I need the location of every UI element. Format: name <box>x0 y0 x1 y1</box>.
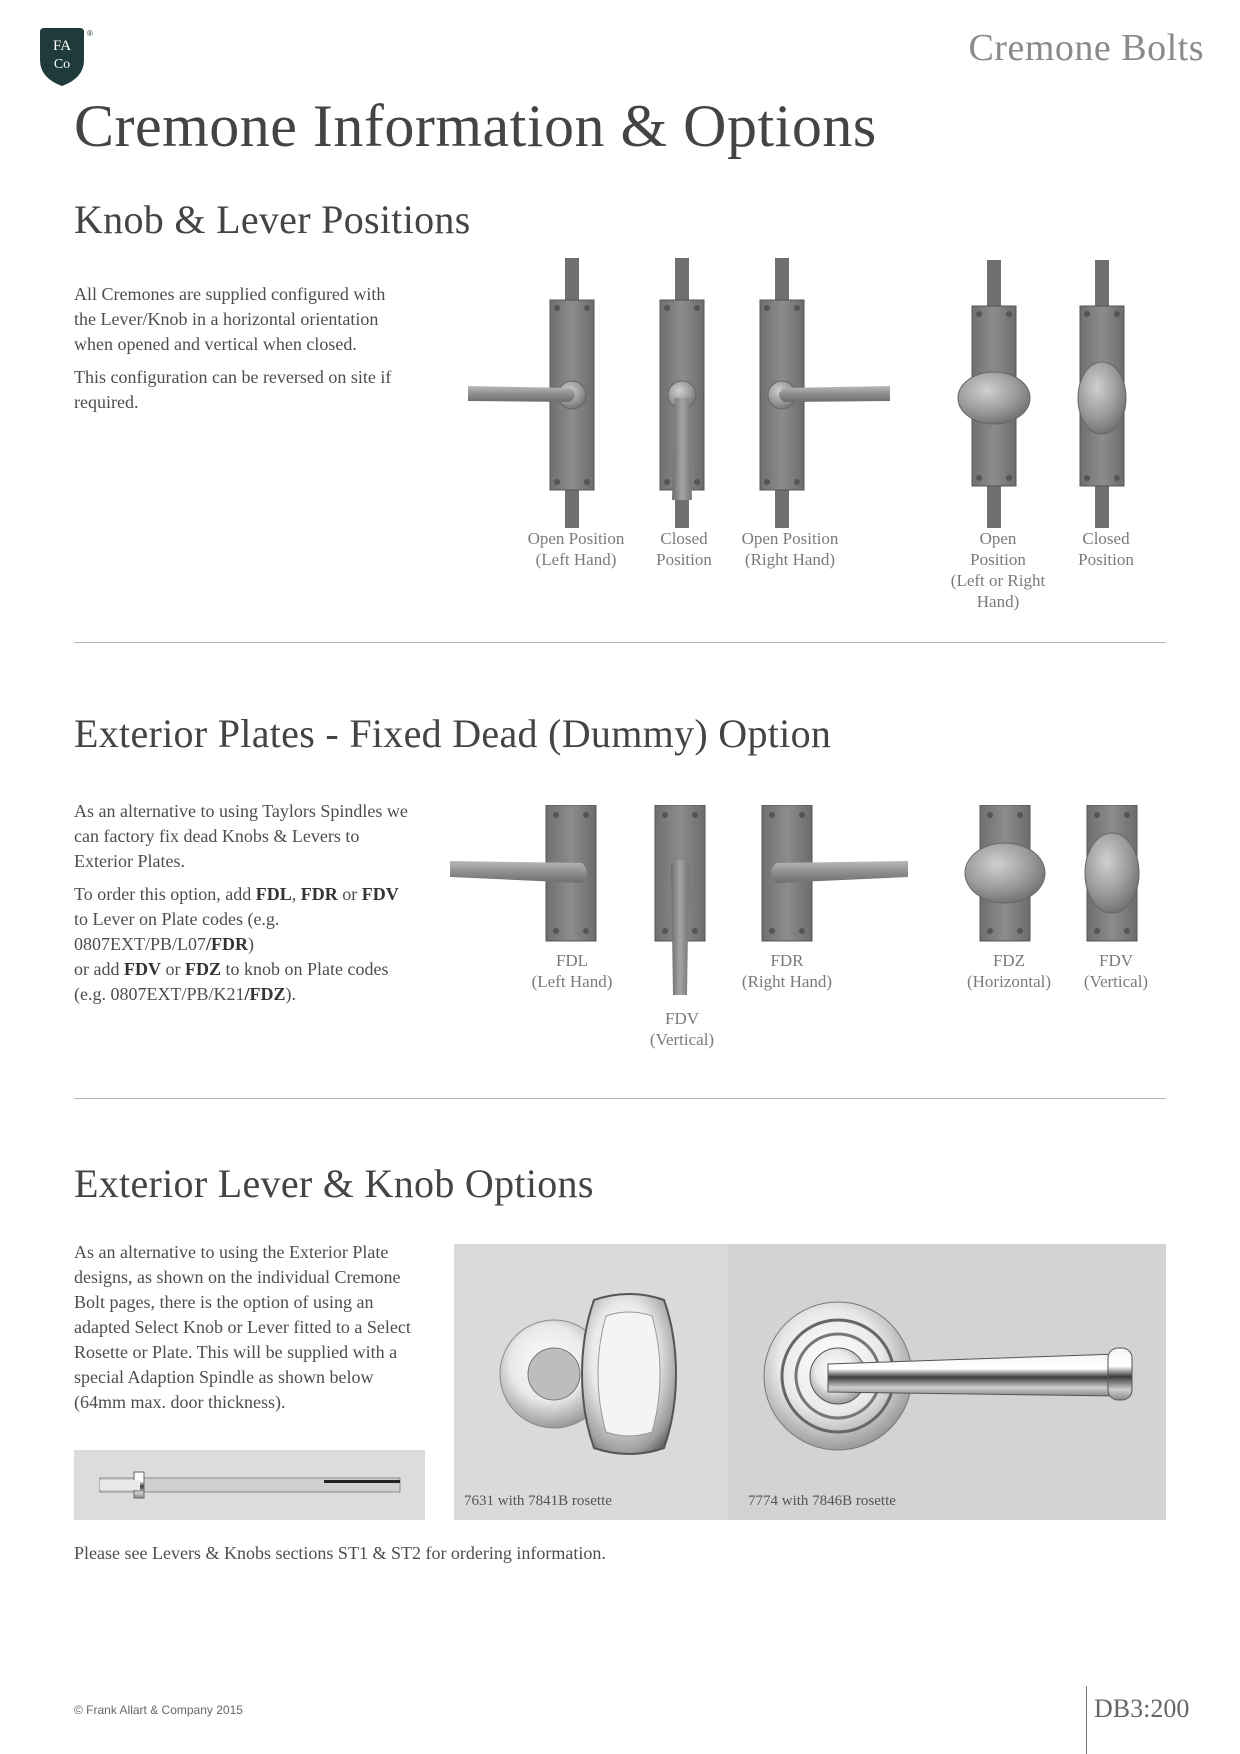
caption-open-left-or-right: Open Position (Left or Right Hand) <box>950 529 1046 611</box>
section2-paragraph-1: As an alternative to using Taylors Spind… <box>74 801 408 871</box>
product-photo-7631: 7631 with 7841B rosette <box>454 1244 728 1520</box>
caption-fdl: FDL (Left Hand) <box>531 951 613 991</box>
photo-caption-7631: 7631 with 7841B rosette <box>464 1493 612 1509</box>
section-divider <box>74 642 1166 643</box>
plate-fdz-knob <box>964 805 1046 942</box>
cremone-closed-knob <box>1077 260 1127 528</box>
page-title: Cremone Information & Options <box>74 93 877 159</box>
section-label: Cremone Bolts <box>968 27 1204 69</box>
logo-text-bottom: Co <box>54 57 70 72</box>
page-code: DB3:200 <box>1094 1694 1190 1723</box>
caption-fdr: FDR (Right Hand) <box>741 951 833 991</box>
plate-fdr <box>761 805 908 942</box>
ordering-note: Please see Levers & Knobs sections ST1 &… <box>74 1543 606 1563</box>
caption-open-right-hand: Open Position (Right Hand) <box>741 529 839 569</box>
logo-text-top: FA <box>53 38 71 54</box>
product-photo-7774: 7774 with 7846B rosette <box>728 1244 1166 1520</box>
plate-fdv-knob <box>1084 805 1140 942</box>
section1-text: All Cremones are supplied configured wit… <box>74 282 404 423</box>
section2-text: As an alternative to using Taylors Spind… <box>74 799 414 1007</box>
cremone-open-left-lever <box>468 258 595 528</box>
section3-paragraph-1: As an alternative to using the Exterior … <box>74 1242 411 1412</box>
section2-paragraph-2: To order this option, add FDL, FDR or FD… <box>74 884 399 954</box>
section1-paragraph-2: This configuration can be reversed on si… <box>74 367 392 412</box>
adaption-spindle-image <box>74 1450 425 1520</box>
plate-fdv-lever <box>654 805 706 995</box>
section-heading-knob-lever-positions: Knob & Lever Positions <box>74 197 471 242</box>
cremone-closed-lever <box>659 258 705 528</box>
caption-fdv-lever: FDV (Vertical) <box>649 1009 715 1049</box>
plate-fdl <box>450 805 597 942</box>
footer-copyright: © Frank Allart & Company 2015 <box>74 1703 243 1717</box>
section3-text: As an alternative to using the Exterior … <box>74 1240 414 1423</box>
caption-fdz: FDZ (Horizontal) <box>966 951 1052 991</box>
caption-closed-position-lever: Closed Position <box>656 529 712 569</box>
caption-closed-position-knob: Closed Position <box>1078 529 1134 569</box>
section2-paragraph-3: or add FDV or FDZ to knob on Plate codes… <box>74 959 389 1004</box>
registered-mark: ® <box>87 29 93 38</box>
cremone-open-right-lever <box>759 258 890 528</box>
caption-open-left-hand: Open Position (Left Hand) <box>527 529 625 569</box>
cremone-positions-illustration <box>468 258 1127 528</box>
footer-divider <box>1086 1686 1087 1754</box>
photo-caption-7774: 7774 with 7846B rosette <box>748 1493 896 1509</box>
company-logo: FA Co ® <box>36 26 96 88</box>
exterior-plates-illustration <box>450 805 1140 995</box>
cremone-open-knob <box>957 260 1031 528</box>
section-divider <box>74 1098 1166 1099</box>
caption-fdv-knob: FDV (Vertical) <box>1083 951 1149 991</box>
section-heading-exterior-plates: Exterior Plates - Fixed Dead (Dummy) Opt… <box>74 711 832 756</box>
section-heading-exterior-lever-knob: Exterior Lever & Knob Options <box>74 1161 594 1206</box>
section1-paragraph-1: All Cremones are supplied configured wit… <box>74 284 386 354</box>
